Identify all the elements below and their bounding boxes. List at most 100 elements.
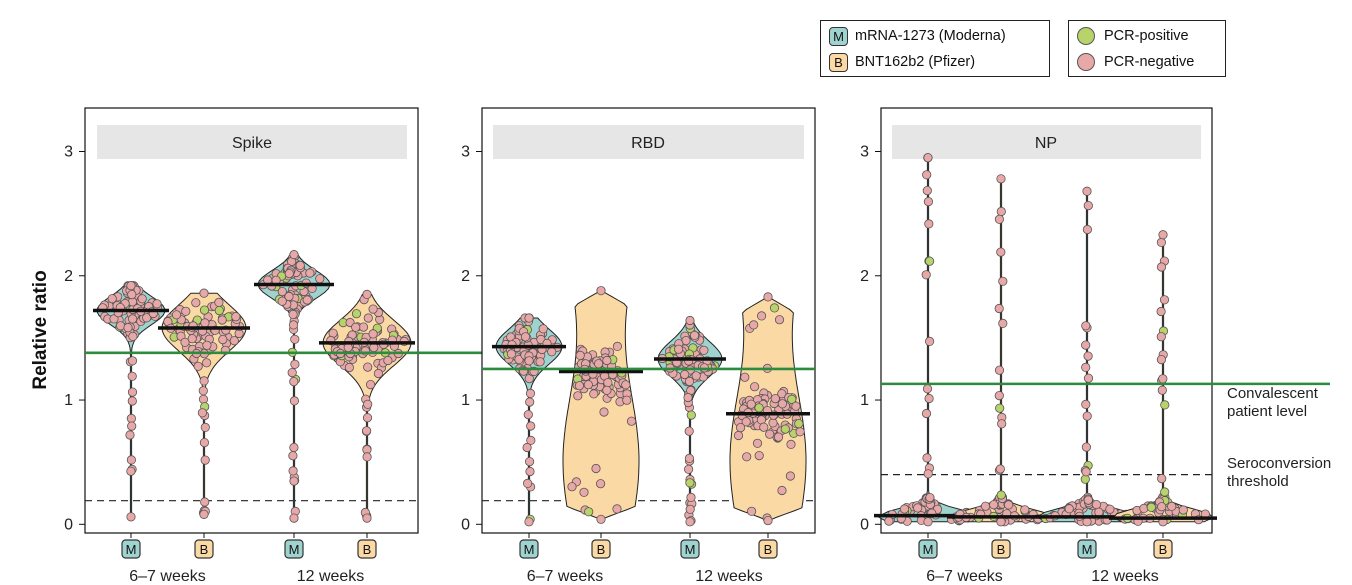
pcr-negative-point (288, 466, 298, 476)
pcr-negative-point (622, 395, 632, 405)
pcr-positive-point (754, 403, 764, 413)
timepoint-label: 6–7 weeks (527, 568, 604, 585)
pcr-negative-point (127, 421, 137, 431)
pcr-negative-point (295, 260, 305, 270)
panel-frame (880, 107, 1213, 534)
pcr-negative-point (924, 393, 934, 404)
pcr-negative-point (125, 430, 135, 440)
pcr-negative-point (777, 399, 788, 409)
x-badge-label: M (126, 542, 137, 557)
pcr-negative-point (1020, 505, 1030, 515)
pcr-positive-point (199, 305, 210, 315)
x-badge (1077, 539, 1097, 559)
pcr-negative-point (525, 466, 535, 477)
pcr-negative-point (363, 362, 373, 372)
pcr-negative-point (199, 509, 209, 519)
pcr-negative-point (749, 320, 759, 330)
pcr-negative-point (785, 471, 796, 481)
convalescent-annotation-line2: patient level (1227, 403, 1307, 420)
pcr-negative-point (315, 274, 325, 284)
convalescent-annotation: Convalescent patient level (1227, 385, 1322, 420)
pcr-negative-point (123, 323, 133, 333)
pcr-negative-point (289, 442, 299, 453)
pcr-negative-point (763, 292, 773, 302)
y-axis-label: Relative ratio (30, 270, 51, 389)
pcr-negative-point (289, 476, 299, 486)
pcr-negative-point (126, 466, 136, 476)
x-badge-label: M (685, 542, 696, 557)
pcr-negative-point (522, 442, 532, 453)
pcr-negative-point (913, 503, 923, 513)
pcr-negative-point (996, 247, 1006, 257)
y-tick-label: 2 (461, 268, 470, 285)
pcr-negative-point (770, 393, 780, 404)
pcr-negative-point (524, 356, 534, 366)
x-badge (519, 539, 539, 559)
pcr-positive-point (214, 305, 224, 316)
pcr-negative-point (197, 408, 207, 418)
pcr-negative-point (1156, 332, 1166, 342)
x-badge-label: B (363, 542, 372, 557)
pcr-negative-point (922, 186, 932, 196)
pcr-negative-point (603, 378, 613, 388)
seroconversion-annotation-line2: threshold (1227, 473, 1289, 490)
pcr-negative-point (746, 399, 756, 409)
pcr-negative-point (126, 455, 136, 465)
pcr-negative-point (602, 385, 612, 395)
pcr-negative-point (142, 313, 152, 323)
y-tick-label: 0 (64, 516, 73, 533)
pcr-negative-point (218, 334, 228, 345)
pcr-negative-point (612, 341, 623, 351)
pcr-negative-point (573, 391, 583, 401)
x-badge (918, 539, 938, 559)
seroconversion-annotation-line1: Seroconversion (1227, 455, 1331, 472)
pcr-negative-point (749, 382, 760, 392)
pcr-negative-point (994, 390, 1004, 401)
pcr-negative-point (795, 427, 805, 437)
pcr-negative-point (152, 299, 162, 309)
pcr-negative-point (596, 286, 606, 296)
pcr-negative-point (994, 303, 1004, 314)
pcr-negative-point (773, 432, 784, 442)
pcr-negative-point (351, 322, 361, 332)
pcr-negative-point (277, 286, 287, 297)
pcr-negative-point (128, 331, 138, 341)
pcr-negative-point (362, 289, 372, 300)
pcr-negative-point (547, 347, 557, 357)
pcr-positive-point (584, 507, 594, 517)
pcr-negative-point (506, 349, 516, 359)
pcr-negative-point (199, 288, 209, 298)
pcr-negative-point (1081, 467, 1091, 477)
pcr-negative-point (922, 453, 932, 463)
pcr-negative-point (1158, 230, 1168, 240)
x-badge-label: M (524, 542, 535, 557)
y-tick-label: 3 (461, 143, 470, 160)
pcr-negative-point (1105, 504, 1115, 514)
pcr-positive-point (787, 394, 797, 404)
y-tick-label: 2 (860, 268, 869, 285)
pcr-negative-point (746, 506, 757, 516)
pcr-negative-point (520, 332, 531, 342)
pcr-negative-point (921, 408, 932, 419)
violin-body (495, 317, 563, 523)
panel-rbd: RBD 0 1 2 3 M B M B 6–7 weeks 12 weeks (461, 107, 816, 585)
pcr-negative-point (126, 512, 136, 522)
pcr-negative-point (699, 345, 709, 355)
x-badge (680, 539, 700, 559)
pcr-negative-point (202, 358, 212, 368)
pcr-negative-point (287, 367, 297, 378)
pcr-positive-point (995, 403, 1005, 413)
pcr-negative-point (994, 365, 1005, 375)
pcr-negative-point (526, 435, 536, 445)
pcr-negative-point (1081, 321, 1091, 331)
pcr-negative-point (1064, 504, 1074, 514)
pcr-negative-point (128, 314, 138, 324)
moderna-badge: M (829, 26, 848, 46)
pcr-negative-point (180, 337, 190, 347)
pcr-negative-point (1156, 306, 1166, 317)
pcr-positive-point (794, 419, 804, 429)
pcr-negative-point (214, 297, 224, 307)
pcr-negative-point (998, 276, 1008, 286)
pcr-negative-point (574, 381, 585, 391)
